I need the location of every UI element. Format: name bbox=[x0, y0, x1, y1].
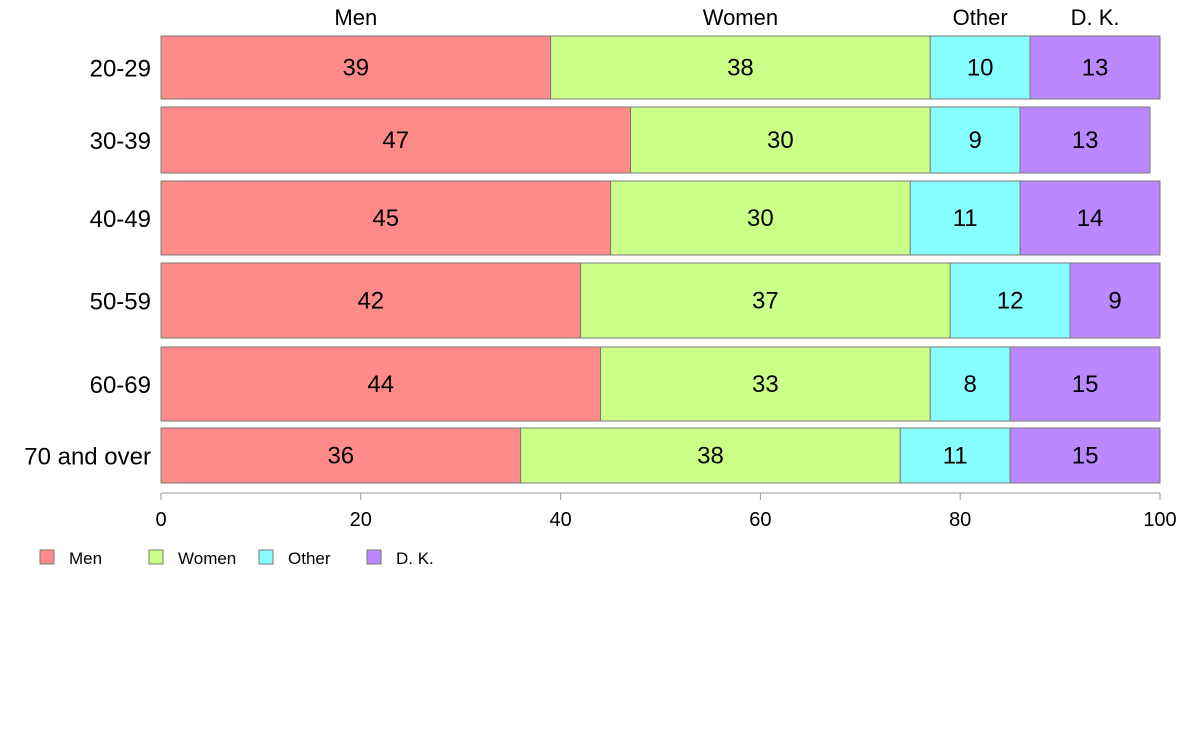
bar-area: 39 38 10 13 47 30 9 13 45 30 11 14 42 37 12 9 44 33 8 15 36 3… bbox=[160, 35, 1161, 484]
data-label: 15 bbox=[1072, 371, 1099, 398]
x-tick-label: 60 bbox=[749, 509, 771, 531]
bar-segment bbox=[520, 427, 901, 484]
data-label: 11 bbox=[953, 205, 978, 232]
bar-segment bbox=[1009, 346, 1161, 422]
x-axis: 0 20 40 60 80 100 bbox=[155, 492, 1177, 531]
data-label: 13 bbox=[1072, 127, 1099, 154]
legend-label: Men bbox=[69, 549, 102, 568]
data-label: 37 bbox=[752, 288, 779, 315]
data-label: 13 bbox=[1082, 55, 1109, 82]
data-label: 47 bbox=[382, 127, 409, 154]
bar-segment bbox=[160, 35, 552, 100]
bar-segment bbox=[929, 346, 1011, 422]
x-tick-label: 20 bbox=[350, 509, 372, 531]
data-label: 9 bbox=[1108, 288, 1121, 315]
data-label: 8 bbox=[964, 371, 977, 398]
x-tick-label: 80 bbox=[949, 509, 971, 531]
data-label: 42 bbox=[357, 288, 384, 315]
bar-segment bbox=[1029, 35, 1161, 100]
data-label: 11 bbox=[943, 443, 968, 470]
x-tick-label: 40 bbox=[549, 509, 571, 531]
legend-swatch bbox=[366, 549, 382, 565]
column-header: Men bbox=[334, 5, 377, 30]
legend-label: Women bbox=[178, 549, 236, 568]
data-label: 30 bbox=[767, 127, 794, 154]
column-header: D. K. bbox=[1071, 5, 1120, 30]
bar-segment bbox=[929, 35, 1031, 100]
x-tick-label: 0 bbox=[155, 509, 166, 531]
data-label: 39 bbox=[342, 55, 369, 82]
category-label: 20-29 bbox=[90, 56, 151, 83]
legend-swatch bbox=[258, 549, 274, 565]
bar-segment bbox=[610, 180, 911, 256]
category-labels: 20-29 30-39 40-49 50-59 60-69 70 and over bbox=[24, 56, 151, 471]
data-label: 33 bbox=[752, 371, 779, 398]
data-label: 36 bbox=[327, 443, 354, 470]
legend: Men Women Other D. K. bbox=[39, 549, 434, 568]
data-label: 38 bbox=[697, 443, 724, 470]
data-label: 12 bbox=[997, 288, 1024, 315]
data-label: 10 bbox=[967, 55, 994, 82]
column-header: Other bbox=[953, 5, 1008, 30]
column-header: Women bbox=[703, 5, 778, 30]
data-label: 44 bbox=[367, 371, 394, 398]
bar-segment bbox=[160, 180, 612, 256]
category-label: 40-49 bbox=[90, 206, 151, 233]
bar-segment bbox=[160, 427, 522, 484]
bar-segment bbox=[600, 346, 931, 422]
bar-segment bbox=[160, 346, 602, 422]
bar-segment bbox=[949, 262, 1071, 339]
category-label: 70 and over bbox=[24, 444, 151, 471]
legend-label: D. K. bbox=[396, 549, 434, 568]
category-label: 60-69 bbox=[90, 372, 151, 399]
data-label: 9 bbox=[969, 127, 982, 154]
category-label: 30-39 bbox=[90, 128, 151, 155]
bar-segment bbox=[929, 106, 1021, 174]
legend-swatch bbox=[148, 549, 164, 565]
data-label: 30 bbox=[747, 205, 774, 232]
bar-segment bbox=[630, 106, 931, 174]
bar-segment bbox=[550, 35, 931, 100]
bar-segment bbox=[899, 427, 1011, 484]
data-label: 45 bbox=[372, 205, 399, 232]
bar-segment bbox=[1019, 180, 1161, 256]
bar-segment bbox=[160, 106, 632, 174]
bar-segment bbox=[580, 262, 951, 339]
column-headers: Men Women Other D. K. bbox=[334, 5, 1119, 30]
legend-swatch bbox=[39, 549, 55, 565]
data-label: 38 bbox=[727, 55, 754, 82]
bar-segment bbox=[160, 262, 582, 339]
bar-segment bbox=[1019, 106, 1151, 174]
x-tick-label: 100 bbox=[1143, 509, 1176, 531]
legend-label: Other bbox=[288, 549, 331, 568]
bar-segment bbox=[1069, 262, 1161, 339]
bar-segment bbox=[1009, 427, 1161, 484]
data-label: 14 bbox=[1077, 205, 1104, 232]
category-label: 50-59 bbox=[90, 289, 151, 316]
data-label: 15 bbox=[1072, 443, 1099, 470]
